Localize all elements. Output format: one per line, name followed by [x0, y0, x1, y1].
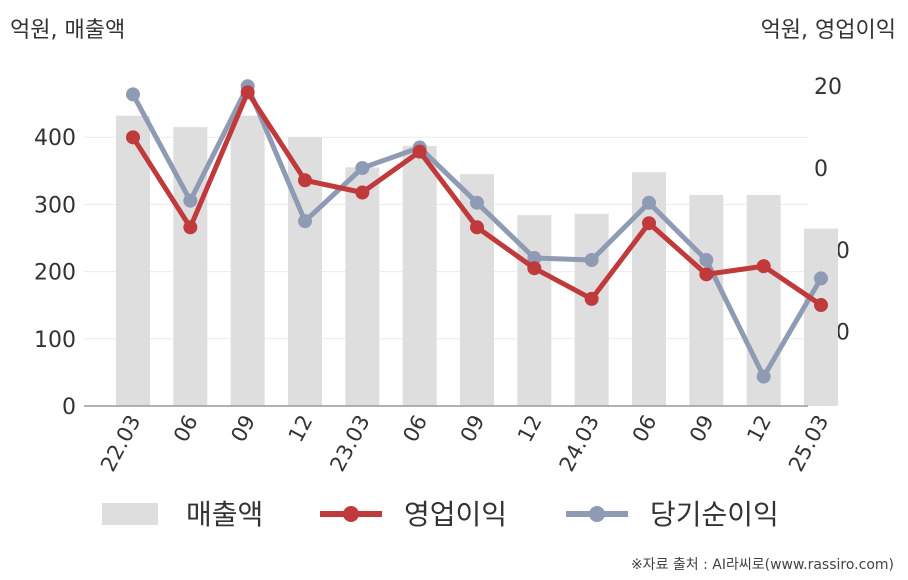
series-point — [756, 369, 771, 384]
right-tick-label: 20 — [814, 75, 842, 100]
x-tick-label: 12 — [513, 411, 547, 446]
revenue-bar — [804, 228, 838, 406]
source-credit: ※자료 출처 : AI라씨로(www.rassiro.com) — [630, 557, 894, 573]
x-tick-label: 12 — [742, 411, 776, 446]
legend-label: 당기순이익 — [650, 498, 779, 531]
left-tick-label: 0 — [62, 395, 76, 420]
x-tick-label: 12 — [284, 411, 318, 446]
series-point — [126, 87, 140, 102]
left-tick-label: 100 — [34, 328, 76, 353]
legend-label: 영업이익 — [404, 498, 507, 531]
series-point — [642, 195, 656, 210]
series-point — [240, 85, 255, 100]
x-tick-label: 25.03 — [784, 411, 833, 475]
series-point — [126, 130, 140, 145]
x-tick-label: 06 — [628, 411, 662, 446]
series-point — [699, 267, 714, 282]
legend-swatch-point — [343, 506, 359, 522]
x-tick-label: 24.03 — [555, 411, 604, 475]
series-point — [527, 261, 542, 276]
series-point — [527, 250, 542, 265]
revenue-bar — [116, 115, 150, 407]
x-tick-label: 06 — [169, 411, 203, 446]
left-tick-label: 400 — [34, 126, 76, 151]
series-point — [814, 271, 828, 286]
series-point — [756, 259, 771, 274]
series-point — [699, 253, 714, 268]
legend-label: 매출액 — [186, 498, 263, 531]
series-point — [814, 298, 828, 313]
series-point — [412, 144, 427, 159]
revenue-bar — [230, 115, 265, 407]
revenue-bar — [173, 127, 208, 407]
series-point — [298, 173, 312, 188]
right-tick-label: 0 — [814, 157, 828, 182]
revenue-bar — [345, 167, 380, 406]
x-tick-label: 06 — [398, 411, 432, 446]
series-point — [298, 214, 312, 229]
x-tick-label: 09 — [685, 411, 719, 446]
legend-swatch-bar — [102, 503, 158, 525]
revenue-bar — [689, 194, 724, 406]
left-axis-unit-label: 억원, 매출액 — [10, 18, 126, 43]
series-point — [584, 291, 599, 306]
left-tick-label: 200 — [34, 261, 76, 286]
series-point — [470, 195, 484, 210]
revenue-bar — [574, 213, 609, 406]
series-point — [183, 193, 198, 208]
x-tick-label: 22.03 — [96, 411, 145, 475]
x-tick-label: 09 — [456, 411, 490, 446]
series-point — [642, 216, 656, 231]
x-tick-label: 09 — [226, 411, 260, 446]
right-axis-unit-label: 억원, 영업이익 — [760, 18, 896, 43]
revenue-bar — [402, 145, 437, 406]
series-point — [584, 253, 599, 268]
x-tick-label: 23.03 — [325, 411, 374, 475]
left-tick-label: 300 — [34, 193, 76, 218]
series-point — [355, 185, 370, 200]
series-point — [183, 220, 198, 235]
legend-swatch-point — [589, 506, 605, 522]
series-point — [355, 161, 370, 175]
series-point — [470, 220, 484, 235]
